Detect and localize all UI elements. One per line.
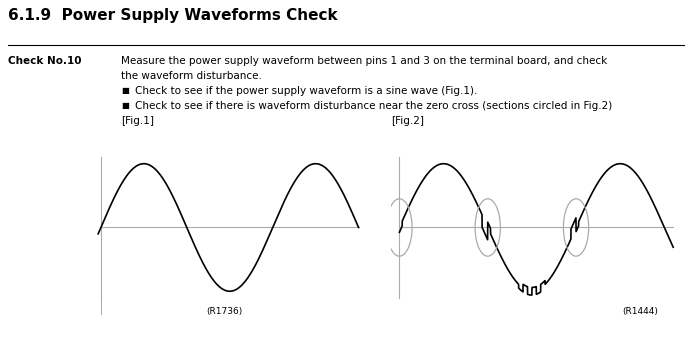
Text: (R1444): (R1444)	[622, 307, 658, 315]
Text: 6.1.9  Power Supply Waveforms Check: 6.1.9 Power Supply Waveforms Check	[8, 8, 338, 24]
Text: Measure the power supply waveform between pins 1 and 3 on the terminal board, an: Measure the power supply waveform betwee…	[121, 56, 608, 66]
Text: Check to see if there is waveform disturbance near the zero cross (sections circ: Check to see if there is waveform distur…	[135, 101, 612, 111]
Text: Check No.10: Check No.10	[8, 56, 82, 66]
Text: ■: ■	[121, 101, 129, 110]
Text: Check to see if the power supply waveform is a sine wave (Fig.1).: Check to see if the power supply wavefor…	[135, 86, 477, 96]
Text: [Fig.1]: [Fig.1]	[121, 116, 154, 126]
Text: [Fig.2]: [Fig.2]	[391, 116, 424, 126]
Text: ■: ■	[121, 86, 129, 95]
Text: (R1736): (R1736)	[206, 307, 243, 315]
Text: the waveform disturbance.: the waveform disturbance.	[121, 71, 262, 82]
